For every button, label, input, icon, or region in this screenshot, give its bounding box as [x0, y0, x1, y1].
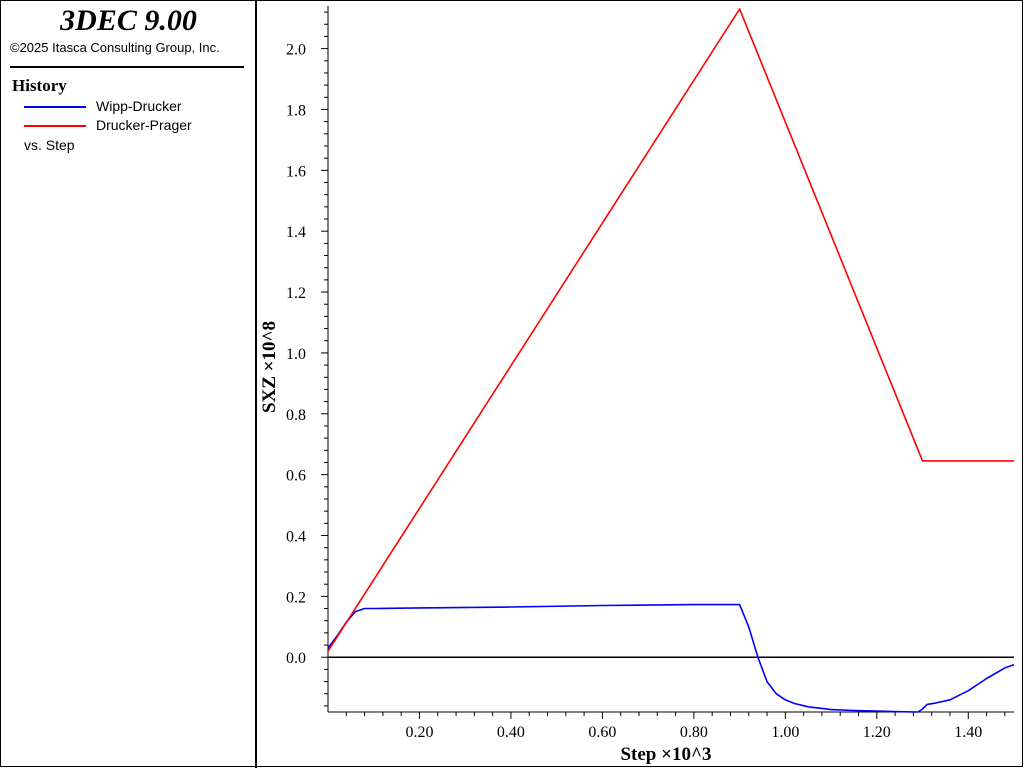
legend-label-wipp-drucker: Wipp-Drucker [96, 98, 182, 114]
y-tick-label: 1.2 [286, 285, 306, 302]
legend-heading: History [12, 76, 67, 95]
y-tick-label: 0.2 [286, 589, 306, 606]
y-tick-label: 1.4 [286, 224, 306, 241]
legend-swatch-drucker-prager [24, 125, 86, 127]
legend-vs-label: vs. Step [24, 137, 75, 153]
x-tick-label: 1.00 [771, 724, 799, 741]
x-tick-label: 1.20 [863, 724, 891, 741]
x-tick-label: 0.60 [588, 724, 616, 741]
legend-divider [10, 66, 244, 68]
series-line-drucker-prager [327, 8, 1014, 652]
y-tick-label: 1.0 [286, 346, 306, 363]
y-tick-label: 0.4 [286, 529, 306, 546]
legend-panel: 3DEC 9.00 ©2025 Itasca Consulting Group,… [0, 0, 257, 768]
x-tick-label: 1.40 [954, 724, 982, 741]
y-tick-label: 1.8 [286, 102, 306, 119]
x-tick-label: 0.20 [405, 724, 433, 741]
series-group [327, 8, 1015, 713]
y-tick-label: 2.0 [286, 42, 306, 59]
x-tick-label: 0.40 [497, 724, 525, 741]
series-line-wipp-drucker [327, 603, 1015, 713]
x-tick-label: 0.80 [680, 724, 708, 741]
legend-label-drucker-prager: Drucker-Prager [96, 117, 192, 133]
y-tick-label: 0.0 [286, 650, 306, 667]
y-axis-title: SXZ ×10^8 [259, 321, 280, 413]
y-tick-label: 1.6 [286, 163, 306, 180]
app-title: 3DEC 9.00 [60, 4, 197, 37]
x-axis-title: Step ×10^3 [620, 744, 711, 765]
copyright-text: ©2025 Itasca Consulting Group, Inc. [10, 40, 220, 55]
y-tick-label: 0.8 [286, 407, 306, 424]
y-tick-label: 0.6 [286, 468, 306, 485]
legend-swatch-wipp-drucker [24, 106, 86, 108]
axis-labels: 0.0 0.2 0.4 0.6 0.8 1.0 1.2 1.4 1.6 1.8 2.0 0.20 0.4… [259, 42, 982, 765]
